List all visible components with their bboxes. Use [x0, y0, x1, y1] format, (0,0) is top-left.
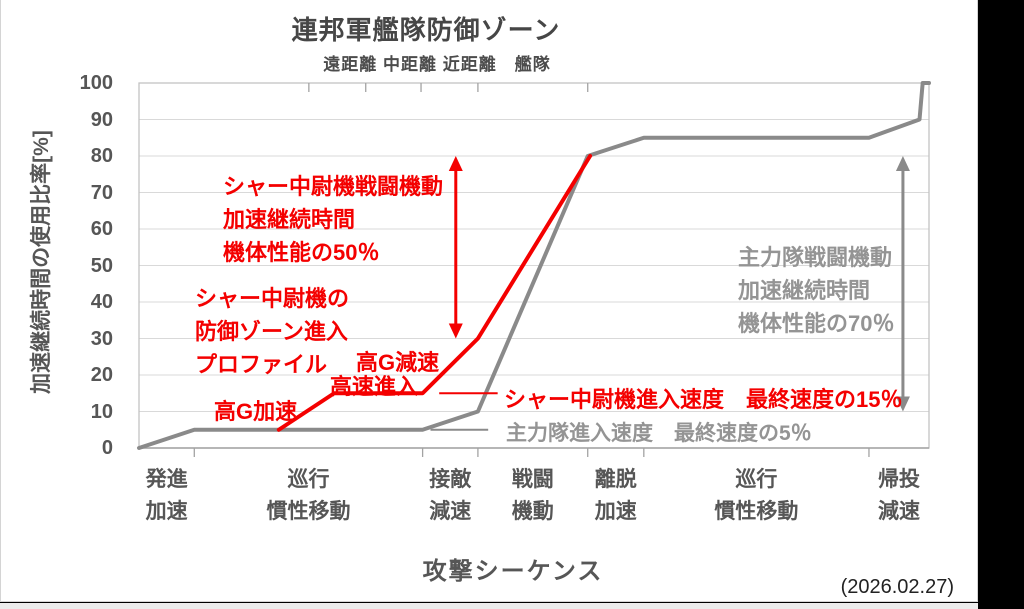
- range-arrow-head-up: [895, 156, 910, 171]
- annotation-line: 機体性能の70％: [738, 311, 895, 336]
- annotation-char-entry-speed: シャー中尉機進入速度 最終速度の15％: [504, 387, 903, 412]
- annotation-high-g-accel: 高G加速: [214, 399, 298, 424]
- x-category-label-bottom: 慣性移動: [714, 500, 799, 523]
- y-tick-label: 40: [90, 291, 113, 313]
- x-category-label-bottom: 加速: [594, 500, 637, 523]
- y-tick-label: 20: [90, 364, 113, 386]
- annotation-char-maneuver: シャー中尉機戦闘機動 加速継続時間 機体性能の50％: [223, 170, 443, 269]
- x-category-label-top: 発進: [145, 468, 188, 491]
- y-tick-label: 70: [90, 181, 113, 204]
- x-category-label: 帰投 減速: [829, 464, 969, 528]
- annotation-main-entry-speed: 主力隊進入速度 最終速度の5％: [506, 422, 812, 445]
- annotation-high-g-decel: 高G減速: [356, 350, 440, 375]
- annotation-line: プロファイル: [195, 352, 328, 377]
- y-tick-label: 60: [90, 218, 113, 240]
- y-tick-label: 30: [90, 327, 113, 350]
- slide-canvas: 連邦軍艦隊防御ゾーン 遠距離 中距離 近距離 艦隊 加速継続時間の使用比率[%]…: [0, 0, 978, 602]
- x-category-label-top: 巡行: [735, 468, 778, 491]
- canvas-bottom-edge: [0, 603, 978, 609]
- annotation-line: シャー中尉機の: [195, 286, 350, 311]
- y-tick-label: 50: [90, 254, 113, 277]
- x-category-label: 戦闘 機動: [463, 464, 603, 528]
- x-category-label-bottom: 減速: [429, 500, 472, 523]
- annotation-line: 加速継続時間: [223, 207, 356, 232]
- x-axis-title: 攻撃シーケンス: [422, 558, 604, 585]
- zone-header-labels: 遠距離 中距離 近距離 艦隊: [323, 55, 551, 74]
- chart-plot-area: [137, 81, 931, 457]
- chart-title: 連邦軍艦隊防御ゾーン: [291, 15, 561, 45]
- x-category-label-bottom: 減速: [877, 500, 920, 523]
- x-category-label-top: 接敵: [429, 468, 472, 491]
- x-category-label-top: 戦闘: [511, 468, 554, 491]
- x-category-label-top: 巡行: [287, 468, 330, 491]
- y-tick-label: 100: [79, 72, 113, 94]
- x-category-label: 発進 加速: [97, 464, 237, 528]
- annotation-main-maneuver: 主力隊戦闘機動 加速継続時間 機体性能の70％: [738, 241, 894, 340]
- x-category-label-bottom: 加速: [145, 500, 188, 523]
- x-category-label: 巡行 慣性移動: [238, 464, 378, 528]
- x-category-label-bottom: 機動: [511, 500, 554, 523]
- annotation-line: 機体性能の50％: [223, 240, 380, 265]
- y-tick-label: 0: [101, 437, 113, 459]
- y-tick-label: 90: [90, 108, 113, 131]
- x-category-label: 接敵 減速: [380, 464, 520, 528]
- annotation-line: 加速継続時間: [738, 278, 871, 303]
- range-arrow-head-down: [895, 396, 910, 412]
- date-note: (2026.02.27): [840, 576, 954, 598]
- series-line-main_force: [137, 81, 931, 450]
- range-arrow-head-down: [448, 323, 463, 339]
- series-line-char: [276, 154, 593, 432]
- y-tick-label: 80: [90, 145, 113, 167]
- x-category-label-top: 帰投: [877, 468, 920, 491]
- y-axis-title: 加速継続時間の使用比率[%]: [30, 130, 53, 394]
- annotation-line: 主力隊戦闘機動: [738, 245, 893, 270]
- y-tick-label: 10: [90, 400, 113, 423]
- annotation-char-profile: シャー中尉機の 防御ゾーン進入 プロファイル: [195, 282, 349, 381]
- annotation-line: 防御ゾーン進入: [195, 319, 348, 344]
- x-category-label-top: 離脱: [594, 468, 637, 491]
- annotation-line: シャー中尉機戦闘機動: [223, 174, 444, 199]
- x-category-label-bottom: 慣性移動: [266, 500, 351, 523]
- range-arrow-head-up: [448, 156, 463, 171]
- annotation-high-speed-entry: 高速進入: [330, 374, 419, 399]
- x-category-label: 離脱 加速: [546, 464, 686, 528]
- x-category-label: 巡行 慣性移動: [686, 464, 826, 528]
